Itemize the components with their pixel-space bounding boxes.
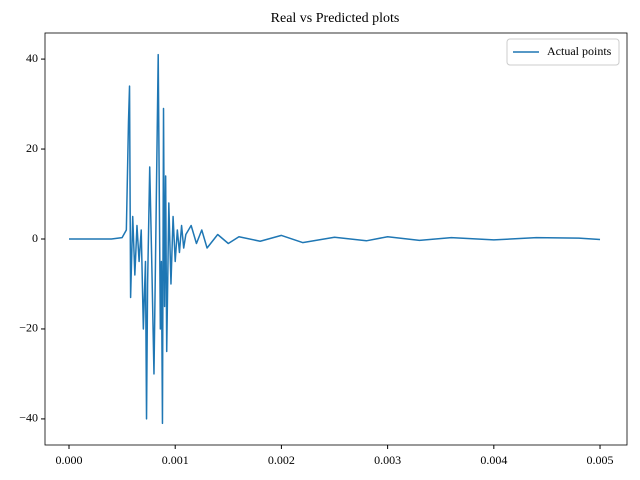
y-tick-label: −20	[19, 321, 38, 335]
x-tick-label: 0.005	[587, 453, 614, 467]
y-tick-label: 40	[26, 51, 38, 65]
x-tick-label: 0.004	[480, 453, 507, 467]
y-tick-label: −40	[19, 411, 38, 425]
legend-label: Actual points	[547, 44, 612, 58]
x-tick-label: 0.001	[162, 453, 189, 467]
plot-frame	[44, 32, 628, 446]
series-line	[69, 53, 601, 425]
x-tick-label: 0.000	[56, 453, 83, 467]
x-tick-label: 0.003	[374, 453, 401, 467]
chart-title: Real vs Predicted plots	[271, 11, 400, 26]
y-tick-label: 0	[32, 231, 38, 245]
legend-box	[506, 38, 620, 66]
x-tick-label: 0.002	[268, 453, 295, 467]
y-tick-label: 20	[26, 141, 38, 155]
